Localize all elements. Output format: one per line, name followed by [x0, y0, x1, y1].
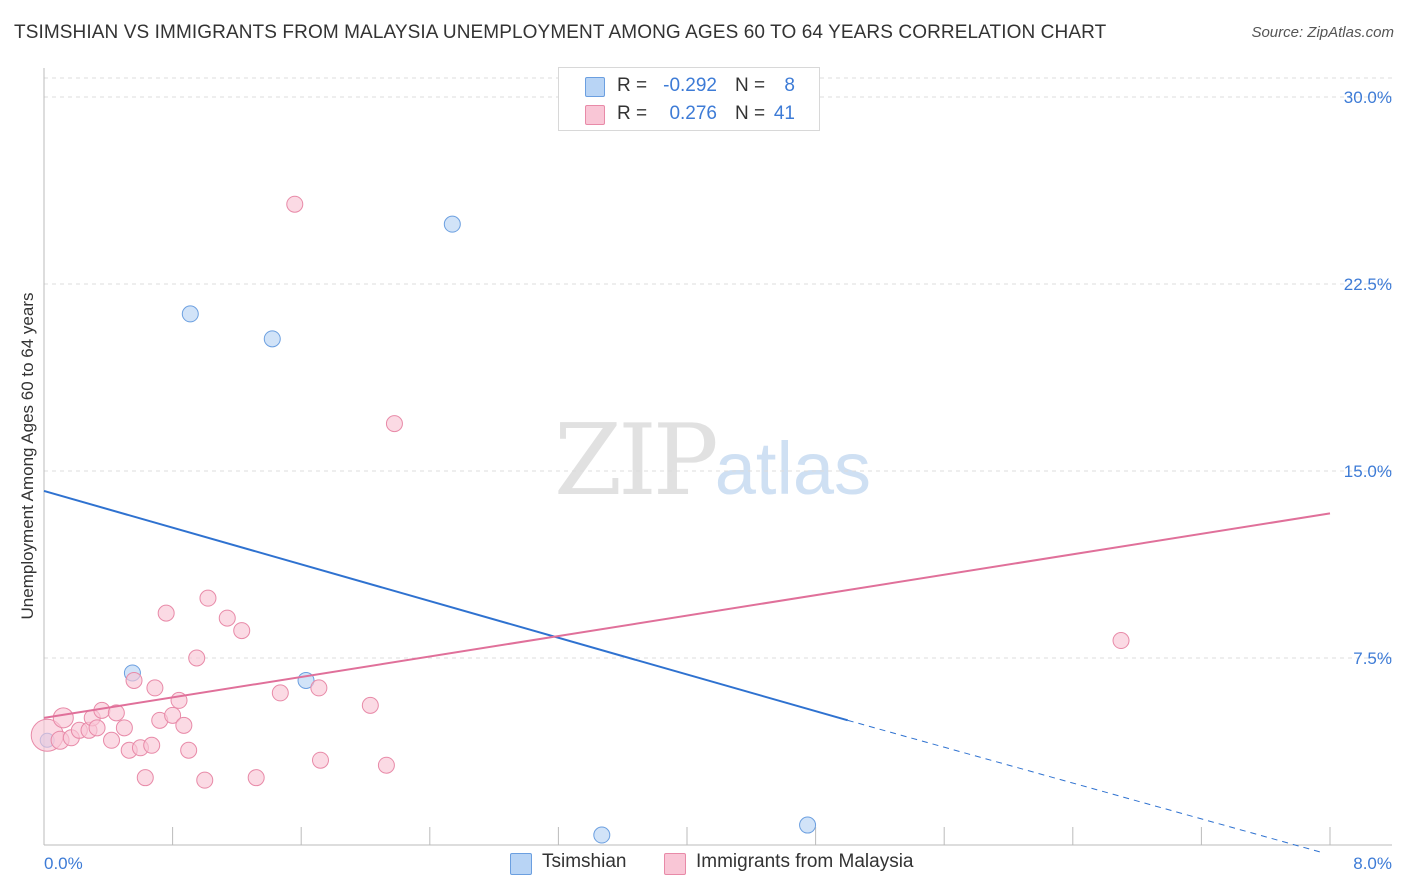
- legend-label-malaysia: Immigrants from Malaysia: [696, 851, 914, 872]
- malaysia-point: [196, 771, 214, 789]
- legend-swatch-malaysia: [664, 853, 686, 875]
- tsimshian-point: [799, 816, 817, 834]
- malaysia-point: [146, 679, 164, 697]
- malaysia-point: [52, 707, 74, 729]
- x-tick-label: 0.0%: [44, 854, 83, 873]
- malaysia-point: [385, 415, 403, 433]
- watermark-zip: ZIP: [554, 404, 719, 518]
- malaysia-point: [107, 704, 125, 722]
- malaysia-point: [233, 622, 251, 640]
- malaysia-point: [157, 604, 175, 622]
- malaysia-point: [115, 719, 133, 737]
- malaysia-point: [286, 195, 304, 213]
- y-tick-label: 15.0%: [1344, 462, 1392, 481]
- tsimshian-point: [263, 330, 281, 348]
- x-tick-label: 8.0%: [1353, 854, 1392, 873]
- legend-n-value: 8: [784, 75, 795, 96]
- watermark-atlas: atlas: [714, 427, 872, 510]
- legend-r-label: R =: [617, 103, 648, 124]
- tsimshian-point: [443, 215, 461, 233]
- malaysia-point: [180, 741, 198, 759]
- legend-row-malaysia: R = 0.276 N = 41: [559, 101, 819, 129]
- malaysia-point: [188, 649, 206, 667]
- legend-n-value: 41: [773, 103, 795, 124]
- malaysia-point: [199, 589, 217, 607]
- y-tick-label: 7.5%: [1353, 649, 1392, 668]
- malaysia-point: [271, 684, 289, 702]
- watermark: ZIPatlas: [554, 404, 871, 518]
- malaysia-point: [143, 736, 161, 754]
- tsimshian-trend-line: [43, 489, 849, 722]
- malaysia-point: [164, 706, 182, 724]
- malaysia-point: [125, 671, 143, 689]
- malaysia-point: [247, 769, 265, 787]
- source-credit: Source: ZipAtlas.com: [1251, 24, 1394, 41]
- series-legend: Tsimshian Immigrants from Malaysia: [0, 851, 1406, 877]
- malaysia-point: [136, 769, 154, 787]
- chart-title: TSIMSHIAN VS IMMIGRANTS FROM MALAYSIA UN…: [14, 22, 1107, 43]
- correlation-legend: R = -0.292 N = 8 R = 0.276 N = 41: [558, 67, 820, 131]
- tsimshian-trend-extension: [847, 719, 1323, 853]
- legend-n-label: N =: [735, 103, 766, 124]
- malaysia-trend-line: [43, 512, 1331, 719]
- malaysia-point: [218, 609, 236, 627]
- malaysia-point: [311, 751, 329, 769]
- legend-swatch-tsimshian: [510, 853, 532, 875]
- malaysia-point: [377, 756, 395, 774]
- malaysia-point: [103, 731, 121, 749]
- legend-swatch-tsimshian: [585, 77, 605, 97]
- legend-r-value: 0.276: [669, 103, 717, 124]
- y-tick-label: 30.0%: [1344, 88, 1392, 107]
- malaysia-point: [310, 679, 328, 697]
- legend-n-label: N =: [735, 75, 766, 96]
- legend-r-label: R =: [617, 75, 648, 96]
- legend-row-tsimshian: R = -0.292 N = 8: [559, 73, 819, 101]
- legend-r-value: -0.292: [663, 75, 717, 96]
- malaysia-point: [361, 696, 379, 714]
- y-tick-label: 22.5%: [1344, 275, 1392, 294]
- malaysia-point: [1112, 632, 1130, 650]
- legend-label-tsimshian: Tsimshian: [542, 851, 627, 872]
- malaysia-point: [88, 719, 106, 737]
- tsimshian-point: [181, 305, 199, 323]
- tsimshian-point: [593, 826, 611, 844]
- malaysia-point: [175, 716, 193, 734]
- legend-swatch-malaysia: [585, 105, 605, 125]
